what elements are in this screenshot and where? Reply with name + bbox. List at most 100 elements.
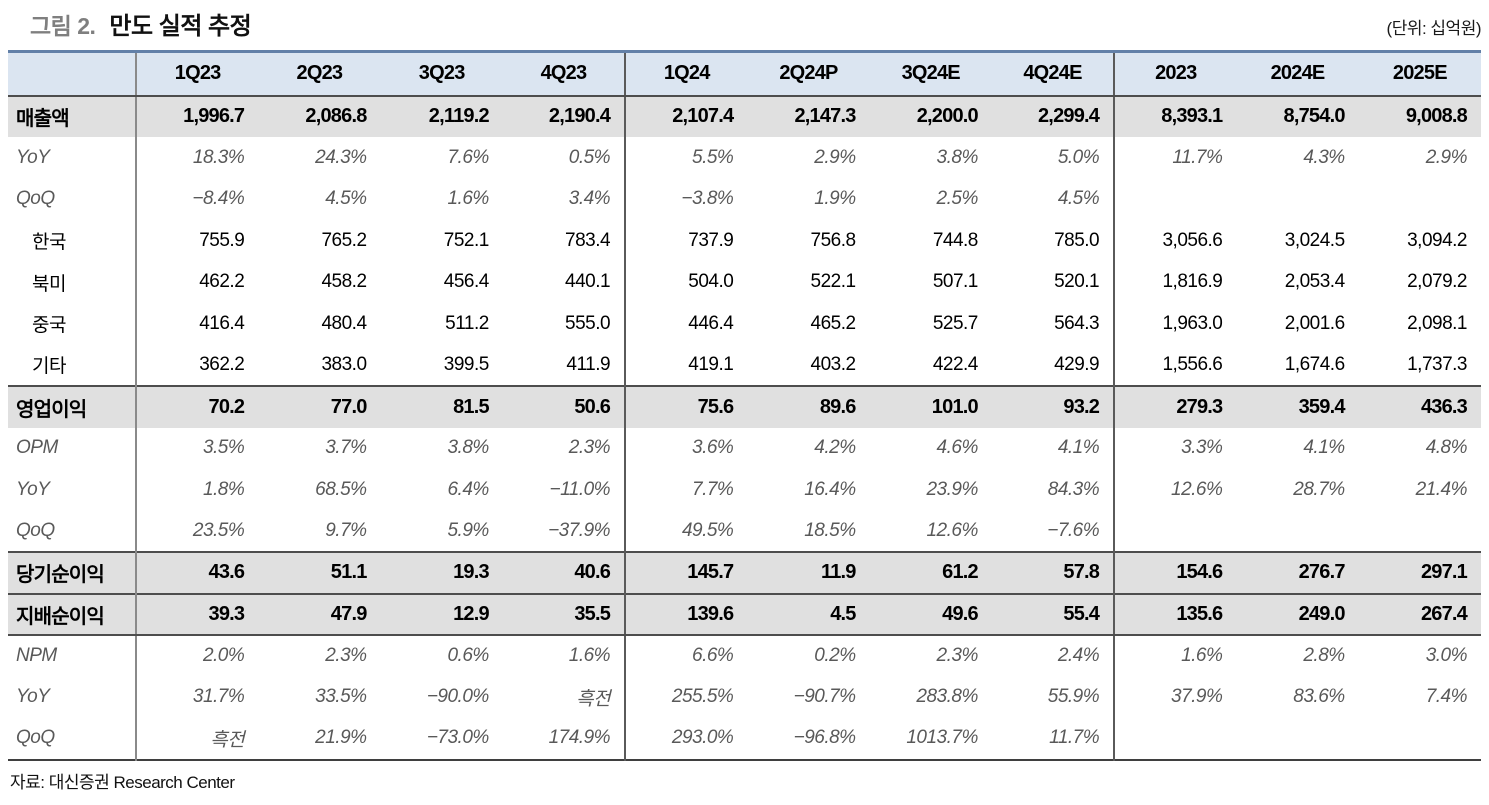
column-header: 1Q23 [136,51,259,97]
cell: −7.6% [991,510,1116,552]
cell: 249.0 [1236,592,1359,636]
cell: 2.3% [325,645,367,667]
row-label: 영업이익 [8,385,137,428]
cell: 2.0% [202,645,245,667]
cell: 522.1 [810,271,857,293]
cell: 283.8% [916,686,978,708]
cell: 흑전 [210,729,245,751]
cell: 7.7% [692,478,734,500]
cell: 1.6% [502,635,627,677]
column-header: 2024E [1236,51,1359,97]
column-header: 3Q23 [380,51,503,97]
cell: 89.6 [747,385,870,428]
cell: 419.1 [688,353,734,375]
cell: 6.6% [692,645,734,667]
row-label: 기타 [8,344,137,386]
cell: 3.0% [1425,645,1468,667]
cell [1359,179,1481,221]
cell: 135.6 [1114,592,1237,636]
cell: 18.5% [804,519,856,541]
cell: 752.1 [443,229,490,251]
cell: −37.9% [502,510,627,552]
cell: 520.1 [991,261,1116,303]
cell: 359.4 [1236,385,1359,428]
table-row: 매출액 1,996.7 2,086.8 2,119.2 2,190.4 2,107.4 2,… [8,95,1481,137]
cell: 43.6 [136,551,259,594]
cell: 399.5 [443,353,490,375]
cell: 35.5 [502,592,627,636]
cell: 흑전 [502,676,627,718]
cell: 0.5% [502,137,627,179]
cell: 456.4 [443,271,490,293]
cell: 0.2% [814,645,856,667]
cell [1114,179,1236,221]
cell [1114,511,1236,553]
row-label: YoY [8,469,137,511]
figure-number: 그림 2. [30,13,96,39]
cell: 154.6 [1114,551,1237,594]
cell: 411.9 [502,344,627,386]
cell: 279.3 [1114,385,1237,428]
cell: 9,008.8 [1358,95,1481,137]
cell: 3,094.2 [1407,229,1467,251]
cell: 31.7% [192,686,245,708]
cell: 480.4 [321,312,367,334]
table-row: 북미 462.2 458.2 456.4 440.1 504.0 522.1 507.1 520… [8,261,1481,303]
cell: 1.9% [814,188,856,210]
cell: 293.0% [671,727,734,749]
cell: 462.2 [199,271,245,293]
table-row: 기타 362.2 383.0 399.5 411.9 419.1 403.2 422.4 429… [8,344,1481,386]
cell: −90.7% [793,686,856,708]
table-row: 지배순이익 39.3 47.9 12.9 35.5 139.6 4.5 49.6 55.4 135… [8,592,1481,636]
cell: 39.3 [136,592,259,636]
cell: 465.2 [810,312,857,334]
cell: 785.0 [991,220,1116,262]
cell: 50.6 [502,385,627,428]
cell: 11.7% [1172,146,1223,168]
cell: 2.3% [936,645,979,667]
cell: 4.5% [991,178,1116,220]
cell: 2,107.4 [625,95,748,137]
cell: 1.6% [447,188,489,210]
cell: 507.1 [932,271,979,293]
cell: 3.5% [202,437,245,459]
cell: 33.5% [315,686,367,708]
cell: −8.4% [192,188,245,210]
table-row: QoQ 23.5% 9.7% 5.9% −37.9% 49.5% 18.5% 12.6% −7.… [8,510,1481,553]
cell: 5.9% [447,519,489,541]
source-note: 자료: 대신증권 Research Center [10,772,235,792]
figure-title: 그림 2. 만도 실적 추정 [30,6,252,41]
cell: 49.6 [869,592,992,636]
cell: 7.6% [447,146,489,168]
cell: 12.9 [380,592,503,636]
cell: 3,056.6 [1162,229,1223,251]
cell: 3.8% [447,437,489,459]
cell: 429.9 [991,344,1116,386]
row-label: 한국 [8,220,137,262]
cell: 1,674.6 [1284,353,1345,375]
cell: 2,079.2 [1407,271,1467,293]
cell: 84.3% [991,469,1116,511]
cell: 564.3 [991,303,1116,345]
cell: 2,098.1 [1407,312,1467,334]
cell: 255.5% [671,686,734,708]
cell: −11.0% [502,469,627,511]
cell: 3.3% [1181,437,1223,459]
cell: −3.8% [681,188,734,210]
cell: 458.2 [321,271,367,293]
table-row: QoQ 흑전 21.9% −73.0% 174.9% 293.0% −96.8% 1013.7… [8,718,1481,760]
cell: 2,001.6 [1284,312,1345,334]
table-row: YoY 18.3% 24.3% 7.6% 0.5% 5.5% 2.9% 3.8% 5.0% 11.… [8,137,1481,179]
cell: 765.2 [321,229,367,251]
cell: 8,393.1 [1114,95,1237,137]
cell: −73.0% [426,727,489,749]
cell: 3.8% [936,146,979,168]
cell: 525.7 [932,312,979,334]
row-label: 북미 [8,261,137,303]
cell: 297.1 [1358,551,1481,594]
table-row: NPM 2.0% 2.3% 0.6% 1.6% 6.6% 0.2% 2.3% 2.4% 1.6% 2… [8,635,1481,677]
column-header: 2025E [1358,51,1481,97]
row-label: QoQ [8,718,137,760]
cell: 504.0 [688,271,734,293]
cell: 555.0 [502,303,627,345]
